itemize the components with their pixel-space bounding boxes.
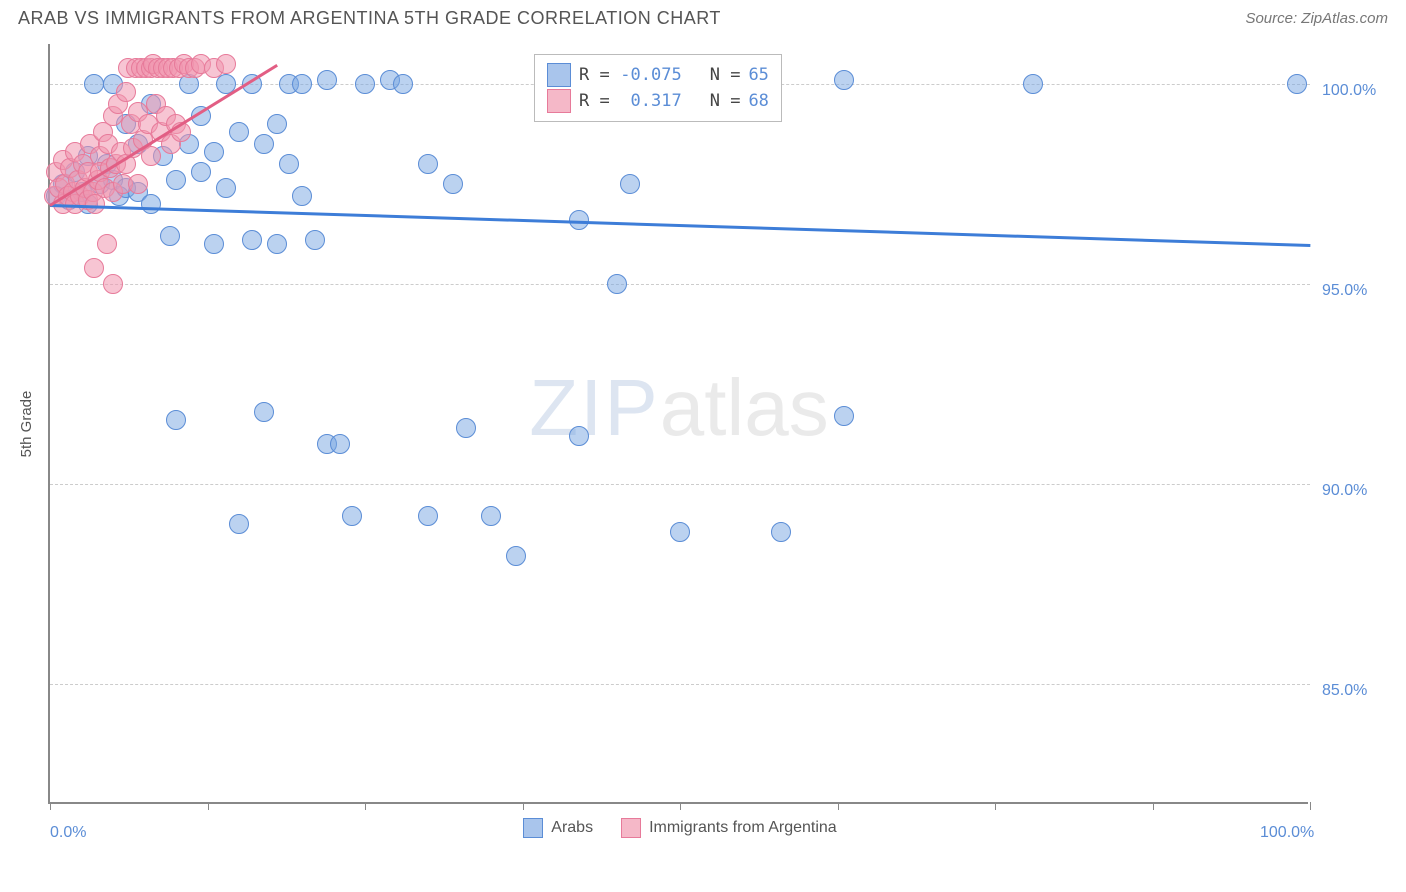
data-point: [506, 546, 526, 566]
data-point: [229, 514, 249, 534]
data-point: [569, 426, 589, 446]
data-point: [292, 74, 312, 94]
data-point: [166, 170, 186, 190]
legend-statistics: R = -0.075 N = 65 R = 0.317 N = 68: [534, 54, 782, 122]
gridline: [50, 284, 1310, 285]
data-point: [279, 154, 299, 174]
legend-n-label: N =: [710, 91, 741, 111]
chart-title: ARAB VS IMMIGRANTS FROM ARGENTINA 5TH GR…: [18, 8, 721, 29]
legend-stat-row: R = -0.075 N = 65: [547, 63, 769, 87]
x-tick-label: 0.0%: [50, 824, 86, 842]
data-point: [834, 70, 854, 90]
legend-swatch: [523, 818, 543, 838]
data-point: [267, 234, 287, 254]
y-tick-label: 95.0%: [1322, 282, 1367, 300]
gridline: [50, 684, 1310, 685]
data-point: [166, 410, 186, 430]
data-point: [292, 186, 312, 206]
data-point: [103, 274, 123, 294]
data-point: [229, 122, 249, 142]
gridline: [50, 484, 1310, 485]
data-point: [418, 154, 438, 174]
legend-swatch: [547, 63, 571, 87]
data-point: [216, 54, 236, 74]
legend-swatch: [621, 818, 641, 838]
x-tick: [680, 802, 681, 810]
legend-series-label: Immigrants from Argentina: [649, 819, 837, 837]
x-tick: [1310, 802, 1311, 810]
legend-n-label: N =: [710, 65, 741, 85]
data-point: [254, 402, 274, 422]
trend-line: [50, 204, 1310, 247]
legend-series-item: Arabs: [523, 818, 593, 838]
x-tick: [50, 802, 51, 810]
x-tick: [208, 802, 209, 810]
y-tick-label: 90.0%: [1322, 482, 1367, 500]
correlation-chart: 5th Grade ZIPatlas R =-0.075N =65R = 0.3…: [48, 44, 1388, 834]
data-point: [620, 174, 640, 194]
data-point: [216, 178, 236, 198]
y-tick-label: 100.0%: [1322, 82, 1376, 100]
data-point: [204, 142, 224, 162]
data-point: [418, 506, 438, 526]
data-point: [242, 230, 262, 250]
legend-swatch: [547, 89, 571, 113]
data-point: [355, 74, 375, 94]
data-point: [141, 194, 161, 214]
x-tick: [838, 802, 839, 810]
data-point: [84, 74, 104, 94]
data-point: [771, 522, 791, 542]
legend-series-item: Immigrants from Argentina: [621, 818, 837, 838]
x-tick: [1153, 802, 1154, 810]
data-point: [191, 162, 211, 182]
data-point: [670, 522, 690, 542]
legend-series: Arabs Immigrants from Argentina: [50, 818, 1310, 838]
legend-r-value: 0.317: [618, 91, 682, 111]
legend-r-value: -0.075: [618, 65, 682, 85]
data-point: [330, 434, 350, 454]
data-point: [116, 82, 136, 102]
data-point: [254, 134, 274, 154]
legend-r-label: R =: [579, 91, 610, 111]
data-point: [393, 74, 413, 94]
data-point: [1023, 74, 1043, 94]
legend-n-value: 65: [748, 65, 768, 85]
plot-area: ZIPatlas R =-0.075N =65R = 0.317N =68 Ar…: [48, 44, 1308, 804]
data-point: [607, 274, 627, 294]
y-tick-label: 85.0%: [1322, 682, 1367, 700]
x-tick: [365, 802, 366, 810]
source-credit: Source: ZipAtlas.com: [1245, 10, 1388, 27]
data-point: [305, 230, 325, 250]
data-point: [160, 226, 180, 246]
legend-r-label: R =: [579, 65, 610, 85]
x-tick: [995, 802, 996, 810]
data-point: [1287, 74, 1307, 94]
legend-n-value: 68: [748, 91, 768, 111]
watermark-atlas: atlas: [660, 363, 829, 452]
y-axis-title: 5th Grade: [18, 391, 35, 458]
data-point: [443, 174, 463, 194]
data-point: [342, 506, 362, 526]
legend-stat-row: R = 0.317 N = 68: [547, 89, 769, 113]
legend-series-label: Arabs: [551, 819, 593, 837]
data-point: [317, 70, 337, 90]
x-tick-label: 100.0%: [1260, 824, 1314, 842]
data-point: [128, 174, 148, 194]
data-point: [84, 258, 104, 278]
data-point: [204, 234, 224, 254]
data-point: [481, 506, 501, 526]
data-point: [97, 234, 117, 254]
data-point: [456, 418, 476, 438]
watermark-zip: ZIP: [529, 363, 659, 452]
data-point: [834, 406, 854, 426]
data-point: [267, 114, 287, 134]
x-tick: [523, 802, 524, 810]
